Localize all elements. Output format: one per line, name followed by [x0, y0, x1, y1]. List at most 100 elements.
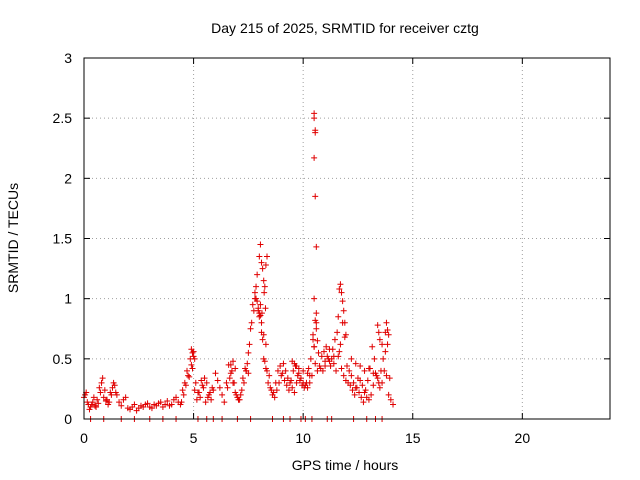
data-point	[360, 399, 367, 406]
data-point	[330, 360, 337, 367]
data-point	[192, 379, 199, 386]
data-point	[270, 389, 277, 396]
x-tick-label: 10	[295, 430, 311, 446]
data-point	[279, 370, 286, 377]
data-point	[82, 391, 89, 398]
data-point	[313, 325, 320, 332]
data-point	[373, 372, 380, 379]
data-point	[356, 389, 363, 396]
x-axis-label: GPS time / hours	[292, 457, 399, 473]
data-point	[320, 348, 327, 355]
data-point	[359, 382, 366, 389]
data-point	[219, 391, 226, 398]
data-point	[122, 394, 129, 401]
chart-title: Day 215 of 2025, SRMTID for receiver czt…	[211, 20, 479, 36]
data-point	[201, 375, 208, 382]
data-point	[377, 367, 384, 374]
y-tick-label: 2	[64, 170, 72, 186]
data-point	[106, 399, 113, 406]
data-point	[340, 372, 347, 379]
data-point	[240, 379, 247, 386]
data-point	[312, 360, 319, 367]
data-point	[338, 289, 345, 296]
data-point	[353, 384, 360, 391]
data-point	[231, 379, 238, 386]
data-point	[329, 346, 336, 353]
data-point	[144, 400, 151, 407]
data-point	[293, 379, 300, 386]
y-tick-label: 1.5	[53, 231, 73, 247]
data-point	[312, 317, 319, 324]
data-point	[387, 396, 394, 403]
data-point	[322, 363, 329, 370]
data-point	[157, 399, 164, 406]
data-point	[303, 379, 310, 386]
data-point	[314, 367, 321, 374]
data-point	[331, 336, 338, 343]
y-tick-label: 0.5	[53, 351, 73, 367]
data-point	[337, 341, 344, 348]
data-point	[212, 370, 219, 377]
y-tick-labels: 0 0.5 1 1.5 2 2.5 3	[53, 50, 73, 427]
data-point	[295, 365, 302, 372]
data-point	[235, 396, 242, 403]
data-point	[281, 377, 288, 384]
data-point	[319, 367, 326, 374]
data-point	[370, 370, 377, 377]
data-point	[307, 355, 314, 362]
data-point	[164, 397, 171, 404]
data-point	[350, 379, 357, 386]
data-point	[94, 396, 101, 403]
data-point	[245, 370, 252, 377]
data-point	[207, 389, 214, 396]
data-point	[376, 384, 383, 391]
data-point	[315, 349, 322, 356]
data-point	[216, 384, 223, 391]
data-point	[260, 331, 267, 338]
data-point	[226, 375, 233, 382]
data-point	[93, 403, 100, 410]
data-point	[186, 373, 193, 380]
data-point	[380, 355, 387, 362]
data-point	[284, 375, 291, 382]
data-point	[348, 372, 355, 379]
data-point	[189, 349, 196, 356]
data-point	[221, 399, 228, 406]
data-point	[179, 387, 186, 394]
data-point	[261, 289, 268, 296]
data-point	[262, 261, 269, 268]
data-point	[341, 319, 348, 326]
data-point	[189, 365, 196, 372]
data-point	[256, 253, 263, 260]
data-point	[318, 353, 325, 360]
data-point	[333, 367, 340, 374]
data-point	[264, 367, 271, 374]
data-point	[118, 402, 125, 409]
x-tick-label: 5	[190, 430, 198, 446]
data-point	[110, 379, 117, 386]
data-point	[316, 363, 323, 370]
data-point	[364, 377, 371, 384]
y-axis-label: SRMTID / TECUs	[5, 183, 21, 293]
data-point	[313, 243, 320, 250]
data-point	[182, 382, 189, 389]
data-point	[248, 319, 255, 326]
data-point	[260, 277, 267, 284]
data-point	[228, 367, 235, 374]
data-point	[209, 384, 216, 391]
data-point	[101, 387, 108, 394]
data-point	[259, 336, 266, 343]
data-point	[91, 402, 98, 409]
data-point	[223, 379, 230, 386]
data-point	[390, 401, 397, 408]
data-point	[108, 391, 115, 398]
data-point	[258, 259, 265, 266]
data-point	[261, 283, 268, 290]
data-point	[385, 391, 392, 398]
data-point	[97, 389, 104, 396]
data-point	[180, 391, 187, 398]
y-tick-label: 3	[64, 50, 72, 66]
data-point	[112, 389, 119, 396]
data-point	[361, 367, 368, 374]
data-point	[294, 372, 301, 379]
